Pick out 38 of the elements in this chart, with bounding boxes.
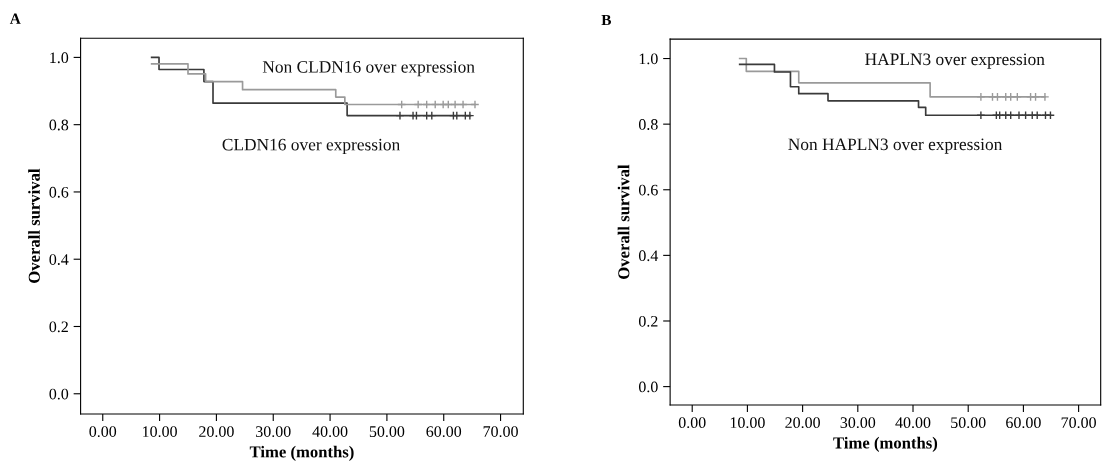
x-tick-label: 30.00 xyxy=(840,417,876,429)
x-tick-label: 10.00 xyxy=(143,426,177,438)
x-tick-label: 50.00 xyxy=(369,426,405,438)
x-tick-label: 20.00 xyxy=(785,417,820,429)
x-tick-label: 10.00 xyxy=(730,417,765,429)
y-tick-label: 0.8 xyxy=(49,119,69,131)
y-tick-label: 0.8 xyxy=(638,119,658,130)
x-tick-label: 0.00 xyxy=(89,426,117,438)
y-tick-label: 0.4 xyxy=(638,250,659,262)
y-tick-label: 0.2 xyxy=(638,315,658,327)
series-label: Non CLDN16 over expression xyxy=(262,61,475,77)
x-tick-label: 40.00 xyxy=(312,426,348,438)
y-axis-title: Overall survival xyxy=(617,164,630,279)
x-axis-title: Time (months) xyxy=(833,436,938,452)
x-tick-label: 70.00 xyxy=(1061,417,1096,429)
x-tick-label: 50.00 xyxy=(951,417,986,429)
x-tick-label: 70.00 xyxy=(483,426,518,438)
y-tick-label: 0.6 xyxy=(638,184,658,196)
y-tick-label: 0.4 xyxy=(49,254,69,265)
series-label: CLDN16 over expression xyxy=(222,138,400,155)
x-tick-label: 20.00 xyxy=(199,426,234,438)
y-tick-label: 1.0 xyxy=(639,53,658,65)
series-label: HAPLN3 over expression xyxy=(865,53,1045,69)
x-tick-label: 60.00 xyxy=(426,426,462,438)
y-tick-label: 0.6 xyxy=(49,186,69,198)
x-axis-title: Time (months) xyxy=(249,445,354,461)
y-tick-label: 0.0 xyxy=(49,388,69,400)
y-tick-label: 0.2 xyxy=(49,321,68,333)
y-tick-label: 0.0 xyxy=(638,381,658,393)
y-tick-label: 1.0 xyxy=(50,52,69,64)
x-tick-label: 60.00 xyxy=(1006,417,1041,429)
x-tick-label: 40.00 xyxy=(895,417,931,429)
chart-title: B xyxy=(601,14,611,25)
chart-title: A xyxy=(9,13,21,24)
y-axis-title: Overall survival xyxy=(28,168,40,283)
x-tick-label: 0.00 xyxy=(678,417,706,429)
x-tick-label: 30.00 xyxy=(256,426,291,438)
series-label: Non HAPLN3 over expression xyxy=(788,138,1003,154)
